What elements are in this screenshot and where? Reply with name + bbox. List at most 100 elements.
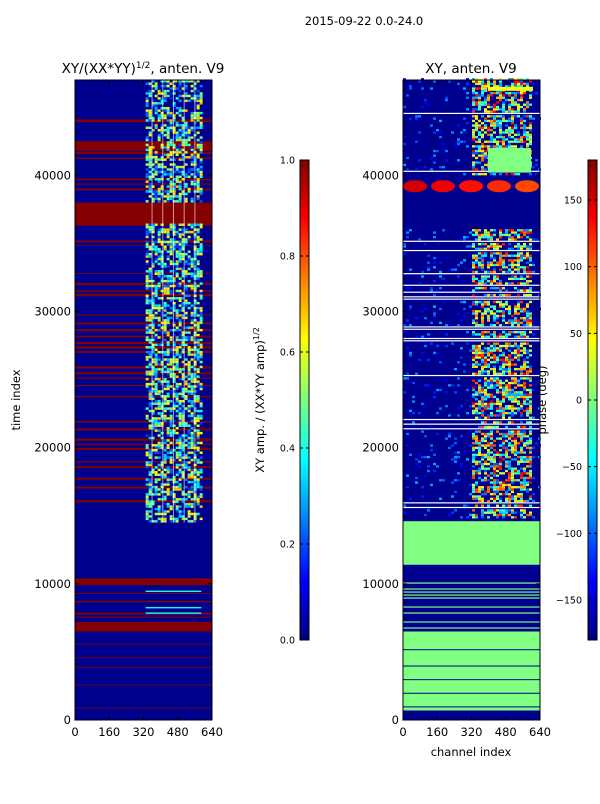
amplitude-cell (154, 124, 158, 127)
amplitude-stripe (75, 322, 212, 325)
phase-cell (499, 486, 502, 489)
amplitude-stripe (75, 477, 212, 480)
amplitude-cell (184, 173, 188, 176)
amplitude-cell (196, 434, 200, 437)
phase-cell (496, 300, 499, 304)
phase-cell (478, 252, 481, 255)
amplitude-stripe (75, 612, 212, 615)
amplitude-cell (151, 436, 155, 440)
phase-cell (484, 358, 487, 362)
phase-cell (508, 381, 511, 385)
amplitude-cell (172, 309, 176, 312)
phase-cell (520, 481, 523, 484)
phase-cell (508, 363, 511, 366)
phase-cell (508, 467, 511, 470)
amplitude-cell (160, 395, 164, 398)
amplitude-cell (154, 449, 158, 452)
phase-cell (526, 421, 529, 424)
amplitude-cell (154, 490, 158, 494)
amplitude-cell (178, 324, 182, 327)
amplitude-cell (157, 250, 161, 253)
amplitude-y-tick-label: 10000 (34, 577, 71, 591)
amplitude-cell (184, 422, 188, 425)
phase-cell (406, 319, 409, 322)
amplitude-cell (157, 114, 161, 117)
phase-cell (508, 479, 511, 482)
phase-cell (532, 263, 535, 267)
phase-cell (493, 126, 496, 130)
amplitude-cell (175, 153, 179, 156)
phase-cell (481, 465, 484, 468)
phase-cell (451, 268, 454, 271)
amplitude-cell (175, 262, 179, 266)
amplitude-cell (196, 446, 200, 450)
amplitude-cell (154, 158, 158, 161)
phase-cell (505, 509, 508, 512)
amplitude-cell (148, 316, 152, 320)
phase-cell (484, 85, 487, 88)
amplitude-cell (148, 151, 152, 154)
phase-cell (427, 509, 430, 512)
phase-cell (469, 493, 472, 496)
phase-cell (529, 280, 532, 283)
amplitude-cell (184, 133, 188, 137)
amplitude-cell (157, 343, 161, 347)
amplitude-cell (154, 493, 158, 496)
phase-cell (529, 497, 532, 500)
phase-cell (523, 131, 526, 134)
phase-cell (520, 430, 523, 433)
amplitude-cell (190, 400, 194, 403)
amplitude-cell (160, 297, 164, 300)
phase-cell (520, 330, 523, 334)
amplitude-cell (148, 363, 152, 366)
amplitude-cell (178, 370, 182, 374)
phase-cell (523, 479, 526, 482)
phase-cell (514, 317, 517, 320)
amplitude-cell (157, 270, 161, 273)
amplitude-cell (199, 250, 203, 253)
phase-cell (508, 497, 511, 500)
amplitude-cell (187, 451, 191, 454)
amplitude-cell (157, 119, 161, 122)
phase-cell (529, 439, 532, 443)
phase-cell (520, 247, 523, 250)
phase-cell (511, 472, 514, 475)
amplitude-cell (145, 250, 149, 253)
amplitude-cell (187, 382, 191, 386)
phase-cell (439, 388, 442, 392)
phase-cell (520, 483, 523, 487)
phase-cell (496, 286, 499, 290)
phase-cell (514, 395, 517, 399)
amplitude-cell (169, 350, 173, 354)
amplitude-cell (190, 126, 194, 130)
amplitude-cell (181, 434, 185, 437)
phase-cell (496, 462, 499, 466)
phase-cell (490, 458, 493, 461)
phase-cell (481, 314, 484, 318)
phase-cell (451, 481, 454, 484)
amplitude-colorbar-label: XY amp. / (XX*YY amp)1/2 (252, 327, 267, 473)
amplitude-cell (151, 168, 155, 171)
amplitude-cell (154, 165, 158, 169)
amplitude-cell (175, 284, 179, 288)
phase-cell (502, 411, 505, 415)
amplitude-cell (157, 456, 161, 459)
amplitude-cell (151, 279, 155, 283)
amplitude-cell (145, 114, 149, 117)
amplitude-stripe (75, 447, 212, 450)
amplitude-cell (145, 138, 149, 142)
amplitude-cell (175, 365, 179, 369)
phase-cell (508, 407, 511, 410)
phase-cell (478, 444, 481, 447)
phase-cell (490, 400, 493, 403)
phase-cell (511, 444, 514, 447)
phase-cell (517, 80, 520, 83)
phase-cell (478, 379, 481, 382)
amplitude-cell (190, 436, 194, 440)
amplitude-cell (169, 92, 173, 95)
phase-cell (523, 108, 526, 111)
phase-cell (484, 351, 487, 355)
phase-cell (517, 351, 520, 355)
amplitude-cell (196, 301, 200, 305)
phase-cell (499, 263, 502, 267)
